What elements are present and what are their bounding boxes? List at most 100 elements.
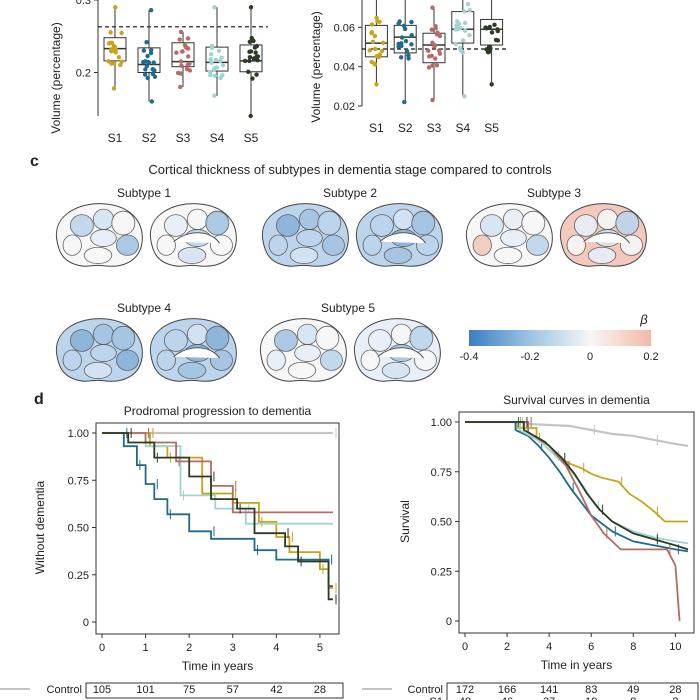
y-tick-label: 1.00 xyxy=(431,417,452,429)
data-point xyxy=(251,56,257,61)
brain-region xyxy=(275,214,300,237)
chart-title: Survival curves in dementia xyxy=(503,393,650,407)
y-tick-label: 0.25 xyxy=(68,570,89,582)
data-point xyxy=(367,48,372,53)
data-point xyxy=(460,38,466,43)
data-point xyxy=(495,28,501,34)
km-curve xyxy=(102,432,333,514)
risk-count: 75 xyxy=(183,684,195,696)
data-point xyxy=(399,35,405,40)
y-tick-label: 0 xyxy=(83,617,89,629)
brain-region xyxy=(367,329,392,352)
data-point xyxy=(218,58,223,64)
data-point xyxy=(430,40,435,45)
risk-count: 8 xyxy=(630,696,636,700)
data-point xyxy=(467,32,472,38)
y-tick-label: 0.25 xyxy=(431,566,452,578)
boxplot-right: 0.02 0.04 0.06 Volume (percentage) S1 S2 S3 S4 S… xyxy=(309,0,506,135)
risk-count: 101 xyxy=(136,684,154,696)
box xyxy=(422,32,446,64)
data-point xyxy=(207,69,213,75)
data-point xyxy=(248,113,253,119)
data-point xyxy=(143,67,148,72)
data-point xyxy=(177,37,182,42)
data-point xyxy=(247,39,253,44)
colorbar-label: β xyxy=(639,312,648,327)
brain-region xyxy=(266,349,286,371)
data-point xyxy=(460,50,465,55)
data-point xyxy=(109,49,114,54)
brain-region xyxy=(615,210,640,236)
brain-region xyxy=(116,234,139,256)
risk-count: 19 xyxy=(585,696,597,700)
km-curve xyxy=(465,420,689,447)
risk-count: 28 xyxy=(314,684,326,696)
data-point xyxy=(144,63,150,69)
data-point xyxy=(144,40,149,45)
data-point xyxy=(116,55,122,60)
brain-region xyxy=(503,208,525,230)
brain-region xyxy=(83,361,113,379)
colorbar xyxy=(469,330,651,346)
x-tick-label: S4 xyxy=(210,131,225,145)
brain-medial xyxy=(354,318,441,382)
x-tick-label: 8 xyxy=(630,641,636,653)
data-point xyxy=(255,54,261,59)
data-point xyxy=(432,44,437,49)
brain-region xyxy=(69,329,94,352)
brain-region xyxy=(289,246,319,264)
risk-table-frame xyxy=(446,682,699,700)
brain-lateral xyxy=(260,318,347,382)
brain-region xyxy=(273,329,298,352)
brain-region xyxy=(90,229,117,247)
brain-region xyxy=(479,214,504,237)
brain-region xyxy=(294,344,321,362)
data-point xyxy=(250,76,255,81)
data-point xyxy=(118,62,123,68)
data-point xyxy=(220,63,226,68)
data-point xyxy=(209,45,215,51)
data-point xyxy=(145,75,150,81)
data-point xyxy=(372,62,378,67)
brain-region xyxy=(177,361,207,379)
x-tick-label: 0 xyxy=(99,642,105,654)
brain-midline xyxy=(379,232,427,244)
brain-region xyxy=(296,229,323,247)
brain-region xyxy=(566,234,586,256)
brain-region xyxy=(526,234,549,256)
subtype-label: Subtype 4 xyxy=(117,301,171,315)
data-point xyxy=(404,48,410,54)
brain-medial xyxy=(150,203,237,267)
km-right: Survival curves in dementia 0 0.25 0.50 0.75… xyxy=(362,393,699,700)
y-axis-label: Volume (percentage) xyxy=(49,22,63,133)
data-point xyxy=(462,9,467,14)
brain-region xyxy=(393,208,415,230)
plot-frame xyxy=(458,411,695,634)
data-point xyxy=(467,7,472,13)
brain-region xyxy=(493,246,523,264)
subtype-label: Subtype 2 xyxy=(323,186,377,200)
box xyxy=(480,18,504,46)
data-point xyxy=(212,5,217,10)
data-point xyxy=(247,58,252,64)
km-curve xyxy=(465,421,681,622)
data-point xyxy=(249,35,254,41)
data-point xyxy=(209,60,214,65)
brain-region xyxy=(156,234,176,256)
data-point xyxy=(184,66,190,72)
risk-count: 83 xyxy=(585,684,597,696)
data-point xyxy=(403,38,409,44)
x-tick-label: S1 xyxy=(369,121,384,135)
brain-region xyxy=(320,349,343,371)
colorbar-tick: -0.4 xyxy=(460,351,479,363)
brain-midline xyxy=(173,232,221,244)
brain-region xyxy=(521,210,546,236)
brain-region xyxy=(83,246,113,264)
brain-region xyxy=(369,214,394,237)
data-point xyxy=(453,27,459,32)
brain-medial xyxy=(560,203,647,267)
box xyxy=(205,46,229,72)
data-point xyxy=(369,29,374,35)
data-point xyxy=(406,53,411,58)
data-point xyxy=(379,48,385,54)
